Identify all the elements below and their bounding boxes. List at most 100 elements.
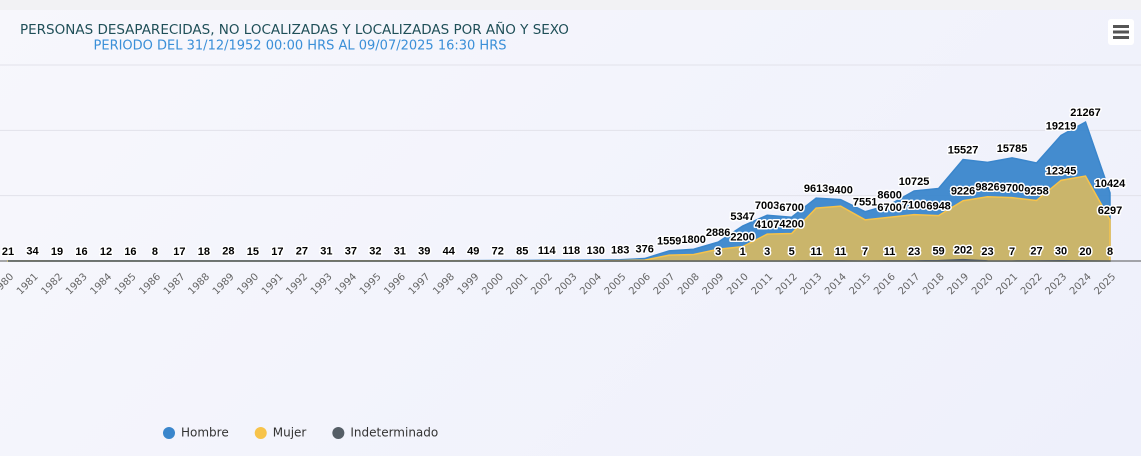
x-tick-label: 1982 [39, 271, 65, 297]
x-tick-label: 2004 [578, 271, 604, 297]
data-label: 3 [715, 246, 721, 258]
data-label: 3 [764, 246, 770, 258]
menu-bar [1113, 25, 1129, 28]
chart-title: PERSONAS DESAPARECIDAS, NO LOCALIZADAS Y… [20, 21, 569, 38]
x-tick-label: 2002 [529, 271, 555, 297]
data-label: 9400 [828, 184, 852, 196]
x-tick-label: 1989 [211, 271, 237, 297]
x-tick-label: 1998 [431, 271, 457, 297]
x-tick-label: 2014 [823, 271, 849, 297]
data-label: 8 [1107, 246, 1113, 258]
data-label: 9826 [975, 182, 999, 194]
data-label: 11 [884, 246, 896, 258]
data-label: 5347 [730, 211, 754, 223]
x-tick-label: 2007 [652, 271, 678, 297]
data-label: 9700 [1000, 183, 1024, 195]
data-label: 15785 [997, 143, 1028, 155]
x-tick-label: 1980 [0, 271, 16, 297]
data-label: 6700 [779, 202, 803, 214]
x-tick-label: 2020 [970, 271, 996, 297]
data-label: 6700 [877, 202, 901, 214]
data-label: 37 [345, 246, 357, 258]
data-label: 17 [173, 246, 185, 258]
x-tick-label: 1987 [162, 271, 188, 297]
data-label: 114 [538, 245, 557, 257]
data-label: 11 [835, 246, 847, 258]
legend-marker [332, 427, 345, 439]
legend-label: Indeterminado [350, 426, 438, 440]
x-tick-label: 1981 [15, 271, 41, 297]
data-label: 2200 [730, 232, 754, 244]
x-tick-label: 1999 [456, 271, 482, 297]
data-label: 16 [124, 246, 136, 258]
x-tick-label: 1983 [64, 271, 90, 297]
x-tick-label: 1984 [88, 271, 114, 297]
data-label: 7 [862, 246, 868, 258]
x-tick-label: 1985 [113, 271, 139, 297]
x-tick-label: 2010 [725, 271, 751, 297]
area [8, 258, 1111, 262]
data-label: 59 [932, 246, 944, 258]
x-tick-label: 2011 [750, 271, 776, 297]
data-label: 27 [296, 246, 308, 258]
data-label: 15527 [948, 144, 979, 156]
data-label: 20 [1079, 246, 1091, 258]
menu-button[interactable] [1108, 19, 1134, 45]
x-tick-label: 2013 [799, 271, 825, 297]
x-tick-label: 2025 [1092, 271, 1118, 297]
x-tick-label: 1990 [235, 271, 261, 297]
x-tick-label: 2006 [627, 271, 653, 297]
data-label: 4200 [779, 218, 803, 230]
data-label: 32 [369, 246, 381, 258]
data-label: 11 [810, 246, 822, 258]
data-label: 2886 [706, 227, 730, 239]
data-label: 8600 [877, 190, 901, 202]
x-tick-label: 2016 [872, 271, 898, 297]
top-strip [0, 0, 1141, 10]
data-label: 183 [611, 245, 629, 257]
data-label: 15 [247, 246, 259, 258]
data-label: 12345 [1046, 165, 1077, 177]
menu-bar [1113, 30, 1129, 34]
data-label: 23 [908, 246, 920, 258]
data-label: 9226 [951, 186, 975, 198]
data-label: 9613 [804, 183, 828, 195]
x-tick-label: 1993 [309, 271, 335, 297]
data-label: 5 [789, 246, 795, 258]
x-tick-label: 2009 [701, 271, 727, 297]
x-tick-label: 2001 [505, 271, 531, 297]
x-tick-label: 1992 [284, 271, 310, 297]
data-label: 16 [75, 246, 87, 258]
data-label: 12 [100, 246, 112, 258]
x-tick-label: 2005 [603, 271, 629, 297]
x-tick-label: 1991 [260, 271, 286, 297]
data-label: 6948 [926, 201, 950, 213]
legend-label: Mujer [273, 426, 307, 440]
data-label: 28 [222, 246, 234, 258]
data-label: 8 [152, 246, 158, 258]
data-label: 21 [2, 246, 14, 258]
x-tick-label: 1997 [407, 271, 433, 297]
data-label: 27 [1030, 246, 1042, 258]
legend-marker [254, 427, 267, 439]
data-label: 130 [587, 245, 605, 257]
data-label: 7100 [902, 200, 926, 212]
data-label: 6297 [1098, 205, 1122, 217]
x-tick-label: 2015 [848, 271, 874, 297]
data-label: 39 [418, 246, 430, 258]
x-tick-label: 1995 [358, 271, 384, 297]
data-label: 9258 [1024, 185, 1048, 197]
data-label: 34 [26, 246, 39, 258]
x-tick-label: 2021 [995, 271, 1021, 297]
chart-subtitle: PERIODO DEL 31/12/1952 00:00 HRS AL 09/0… [94, 39, 507, 54]
x-tick-label: 2019 [946, 271, 972, 297]
data-label: 118 [562, 245, 580, 257]
x-tick-label: 2008 [676, 271, 702, 297]
data-label: 7 [1009, 246, 1015, 258]
data-label: 19 [51, 246, 63, 258]
x-tick-label: 2018 [921, 271, 947, 297]
data-label: 31 [320, 246, 332, 258]
data-label: 19219 [1046, 120, 1077, 132]
data-label: 49 [467, 246, 479, 258]
